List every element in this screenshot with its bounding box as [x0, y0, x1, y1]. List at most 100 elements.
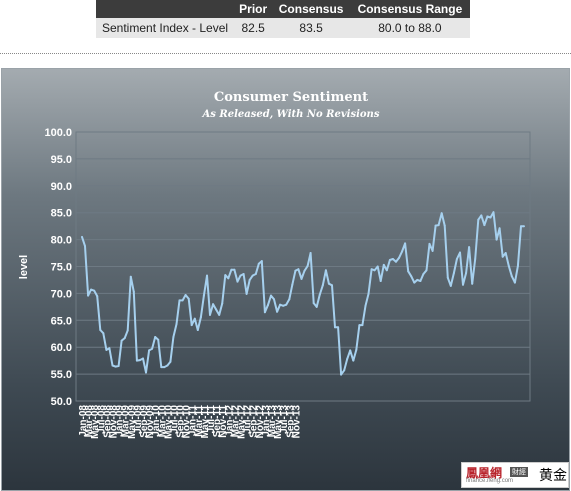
x-tick-label: Mar-11: [194, 405, 205, 437]
data-point: [87, 294, 90, 297]
data-point: [111, 364, 114, 367]
chart-panel: Consumer Sentiment As Released, With No …: [1, 68, 570, 491]
data-point: [273, 298, 275, 301]
data-points: [81, 211, 525, 376]
data-point: [388, 259, 391, 261]
table-header-range: Consensus Range: [349, 0, 470, 18]
data-point: [504, 252, 507, 254]
data-point: [419, 280, 422, 282]
data-point: [468, 246, 471, 249]
data-point: [202, 294, 205, 297]
y-tick-label: 80.0: [51, 235, 72, 247]
data-point: [364, 304, 367, 307]
data-point: [480, 214, 483, 217]
data-point: [96, 295, 99, 298]
data-point: [163, 366, 166, 369]
data-point: [385, 269, 388, 272]
data-point: [489, 216, 492, 219]
data-point: [391, 258, 394, 260]
data-point: [492, 211, 495, 214]
x-tick-labels: Jan-08Mar-08May-08Jul-08Sep-08Nov-08Jan-…: [78, 405, 302, 439]
y-tick-label: 90.0: [51, 181, 72, 193]
data-point: [166, 364, 169, 367]
data-point: [245, 292, 248, 295]
data-point: [449, 284, 452, 287]
data-point: [474, 258, 477, 260]
consensus-range-value: 80.0 to 88.0: [349, 18, 470, 38]
data-point: [178, 299, 181, 302]
data-point: [349, 349, 352, 352]
data-point: [431, 249, 434, 252]
data-point: [199, 316, 202, 319]
data-point: [440, 212, 443, 215]
watermark-brand: 鳳凰網: [466, 466, 503, 480]
data-point: [434, 224, 437, 227]
x-tick-label: May-10: [163, 405, 174, 439]
table-header-row: Prior Consensus Consensus Range: [96, 0, 470, 18]
x-tick-label: Jan-09: [115, 405, 126, 437]
data-point: [132, 290, 135, 293]
x-tick-label: Nov-13: [291, 405, 302, 439]
prior-value: 82.5: [234, 18, 273, 38]
data-point: [114, 365, 117, 368]
data-point: [370, 268, 373, 271]
data-point: [151, 347, 154, 350]
data-point: [346, 358, 349, 360]
data-point: [379, 280, 382, 282]
y-tick-label: 95.0: [51, 154, 72, 166]
data-point: [303, 269, 306, 272]
x-tick-label: Jul-13: [279, 405, 290, 434]
data-point: [142, 357, 144, 360]
data-point: [81, 235, 83, 238]
data-point: [260, 260, 263, 263]
x-tick-label: Nov-08: [108, 405, 119, 439]
x-tick-label: Jan-10: [151, 405, 162, 437]
y-tick-label: 60.0: [51, 342, 72, 354]
data-point: [340, 373, 343, 376]
data-point: [410, 275, 413, 278]
data-point: [395, 260, 397, 263]
data-point: [266, 304, 269, 307]
data-point: [501, 255, 504, 258]
data-point: [236, 280, 239, 283]
x-tick-label: Mar-08: [84, 405, 95, 438]
data-point: [404, 242, 407, 245]
x-tick-label: Jan-08: [78, 405, 89, 437]
data-point: [84, 245, 86, 248]
data-point: [230, 268, 233, 271]
table-header-prior: Prior: [234, 0, 273, 18]
table-header-blank: [96, 0, 234, 18]
data-point: [209, 313, 211, 316]
data-point: [148, 349, 151, 352]
y-tick-label: 75.0: [51, 262, 72, 274]
data-point: [239, 274, 242, 277]
x-tick-label: Sep-10: [176, 405, 187, 438]
data-point: [206, 274, 208, 277]
x-tick-label: Nov-09: [145, 405, 156, 439]
data-point: [279, 303, 282, 306]
data-point: [227, 277, 230, 280]
data-point: [437, 224, 440, 227]
x-tick-label: May-09: [127, 405, 138, 439]
data-point: [99, 329, 102, 331]
divider: [0, 53, 571, 54]
data-point: [498, 227, 501, 230]
data-point: [233, 268, 236, 271]
data-point: [196, 329, 199, 331]
data-point: [212, 303, 215, 306]
data-point: [242, 273, 245, 275]
data-point: [105, 348, 108, 351]
data-point: [263, 311, 266, 314]
data-point: [285, 303, 288, 306]
data-point: [413, 281, 416, 284]
y-tick-label: 85.0: [51, 208, 72, 220]
data-point: [373, 269, 376, 272]
data-point: [154, 336, 157, 338]
data-point: [523, 225, 525, 228]
data-point: [108, 347, 111, 350]
x-tick-label: Mar-12: [230, 405, 241, 438]
data-point: [221, 302, 224, 305]
data-point: [181, 299, 184, 302]
data-point: [190, 324, 193, 327]
data-point: [407, 270, 410, 273]
